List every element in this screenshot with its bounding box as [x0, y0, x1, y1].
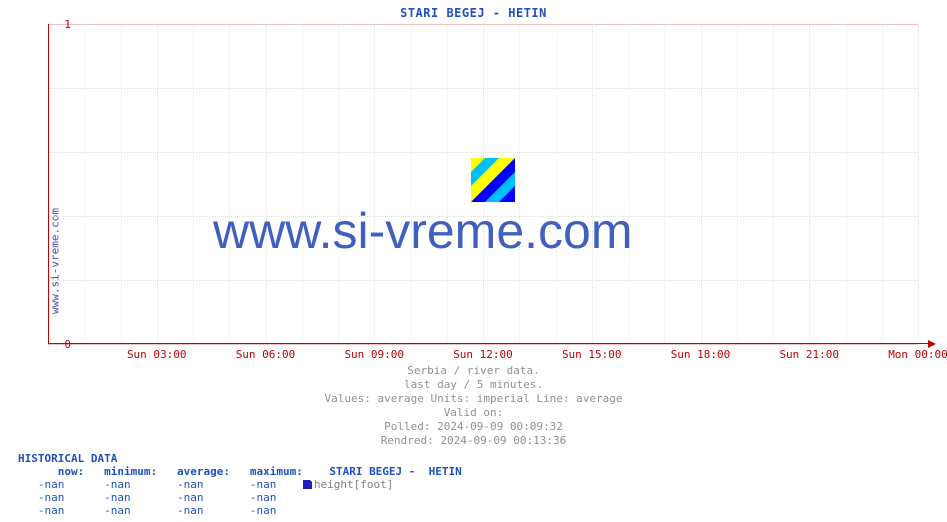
- x-tick-label: Sun 12:00: [443, 348, 523, 361]
- chart-title: STARI BEGEJ - HETIN: [0, 6, 947, 20]
- y-tick-label: 0: [51, 338, 71, 351]
- major-gridline: [48, 344, 918, 345]
- x-tick-label: Sun 09:00: [334, 348, 414, 361]
- v-gridline: [266, 24, 267, 344]
- caption-line: Rendred: 2024-09-09 00:13:36: [0, 434, 947, 448]
- v-gridline-minor: [229, 24, 230, 344]
- caption-line: Values: average Units: imperial Line: av…: [0, 392, 947, 406]
- x-tick-label: Sun 03:00: [117, 348, 197, 361]
- v-gridline-minor: [302, 24, 303, 344]
- x-axis: [48, 343, 930, 344]
- v-gridline: [809, 24, 810, 344]
- historical-row: -nan -nan -nan -nan: [18, 504, 462, 517]
- v-gridline: [592, 24, 593, 344]
- v-gridline-minor: [737, 24, 738, 344]
- v-gridline: [374, 24, 375, 344]
- v-gridline-minor: [121, 24, 122, 344]
- v-gridline-minor: [846, 24, 847, 344]
- watermark-text: www.si-vreme.com: [213, 202, 632, 260]
- chart-container: www.si-vreme.com STARI BEGEJ - HETIN www…: [0, 0, 947, 522]
- historical-title: HISTORICAL DATA: [18, 452, 462, 465]
- legend-marker-icon: [303, 480, 312, 489]
- v-gridline-minor: [628, 24, 629, 344]
- v-gridline-minor: [411, 24, 412, 344]
- caption-line: Polled: 2024-09-09 00:09:32: [0, 420, 947, 434]
- historical-header-row: now: minimum: average: maximum: STARI BE…: [18, 465, 462, 478]
- v-gridline-minor: [882, 24, 883, 344]
- caption-line: last day / 5 minutes.: [0, 378, 947, 392]
- plot-area: www.si-vreme.com: [48, 24, 918, 344]
- v-gridline-minor: [556, 24, 557, 344]
- v-gridline-minor: [519, 24, 520, 344]
- v-gridline: [918, 24, 919, 344]
- v-gridline-minor: [338, 24, 339, 344]
- x-tick-label: Sun 15:00: [552, 348, 632, 361]
- legend-label: height[foot]: [314, 478, 393, 491]
- historical-row: -nan -nan -nan -nan: [18, 491, 462, 504]
- v-gridline-minor: [447, 24, 448, 344]
- caption-line: Valid on:: [0, 406, 947, 420]
- y-axis: [48, 24, 49, 344]
- x-tick-label: Sun 06:00: [226, 348, 306, 361]
- v-gridline-minor: [193, 24, 194, 344]
- caption-line: Serbia / river data.: [0, 364, 947, 378]
- v-gridline-minor: [664, 24, 665, 344]
- x-axis-arrow-icon: [928, 340, 936, 348]
- x-tick-label: Sun 18:00: [661, 348, 741, 361]
- watermark-logo-icon: [471, 158, 515, 202]
- chart-caption: Serbia / river data. last day / 5 minute…: [0, 364, 947, 448]
- v-gridline-minor: [84, 24, 85, 344]
- historical-data-block: HISTORICAL DATA now: minimum: average: m…: [18, 452, 462, 517]
- x-tick-label: Sun 21:00: [769, 348, 849, 361]
- v-gridline: [701, 24, 702, 344]
- v-gridline-minor: [773, 24, 774, 344]
- y-tick-label: 1: [51, 18, 71, 31]
- historical-row: -nan -nan -nan -nan height[foot]: [18, 478, 462, 491]
- x-tick-label: Mon 00:00: [878, 348, 947, 361]
- v-gridline: [157, 24, 158, 344]
